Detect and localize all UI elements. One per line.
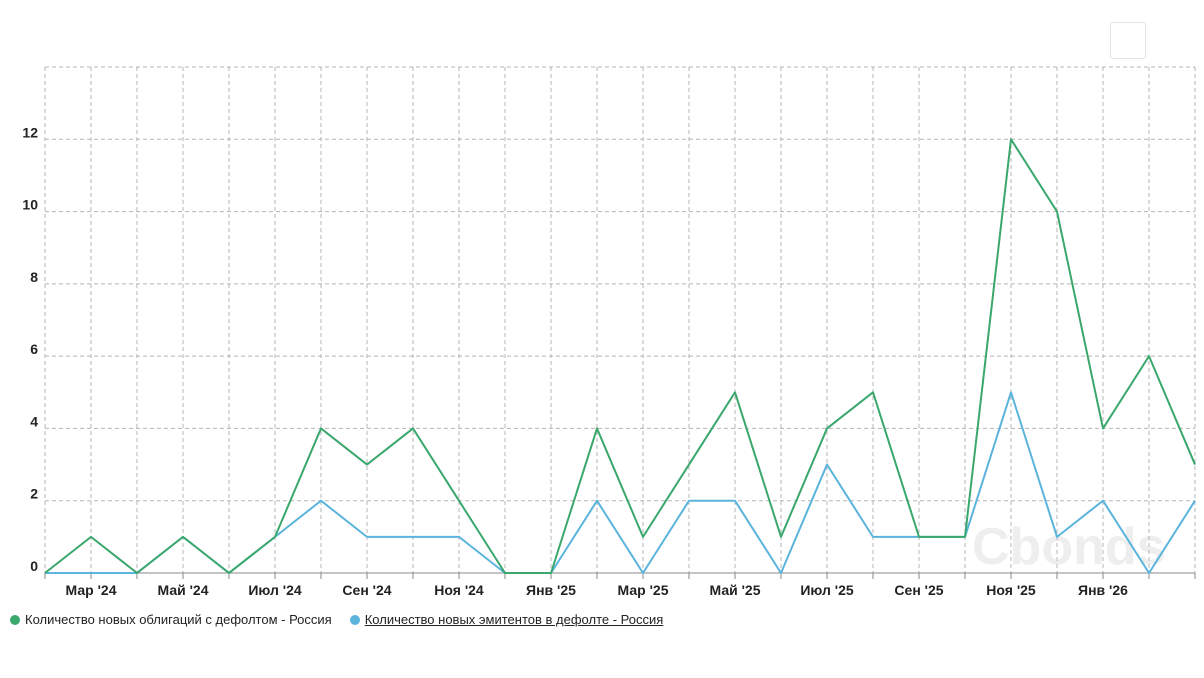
legend-dot-issuers <box>349 614 360 625</box>
legend-label-bonds: Количество новых облигаций с дефолтом - … <box>25 612 332 627</box>
x-tick-label: Янв '26 <box>1078 582 1128 598</box>
x-tick-label: Янв '25 <box>526 582 576 598</box>
y-tick-label: 6 <box>30 341 38 357</box>
x-tick-label: Ноя '25 <box>986 582 1036 598</box>
x-tick-label: Июл '25 <box>800 582 854 598</box>
legend-item-issuers[interactable]: Количество новых эмитентов в дефолте - Р… <box>349 612 664 627</box>
y-tick-label: 8 <box>30 269 38 285</box>
x-tick-label: Мар '25 <box>618 582 669 598</box>
legend-item-bonds[interactable]: Количество новых облигаций с дефолтом - … <box>10 612 332 627</box>
x-tick-label: Май '24 <box>157 582 208 598</box>
chart-menu-button[interactable] <box>1110 22 1146 59</box>
x-tick-label: Ноя '24 <box>434 582 484 598</box>
x-tick-label: Мар '24 <box>66 582 117 598</box>
series-line-1 <box>44 138 1196 574</box>
x-tick-label: Июл '24 <box>248 582 302 598</box>
y-tick-label: 2 <box>30 486 38 502</box>
y-tick-label: 4 <box>30 413 38 429</box>
y-tick-label: 12 <box>22 124 38 140</box>
legend-dot-bonds <box>10 614 20 625</box>
x-tick-label: Сен '25 <box>894 582 943 598</box>
y-tick-label: 0 <box>30 558 38 574</box>
x-tick-label: Сен '24 <box>342 582 391 598</box>
legend: Количество новых облигаций с дефолтом - … <box>10 612 663 627</box>
legend-label-issuers: Количество новых эмитентов в дефолте - Р… <box>364 612 664 627</box>
y-tick-label: 10 <box>22 197 38 213</box>
x-tick-label: Май '25 <box>709 582 760 598</box>
